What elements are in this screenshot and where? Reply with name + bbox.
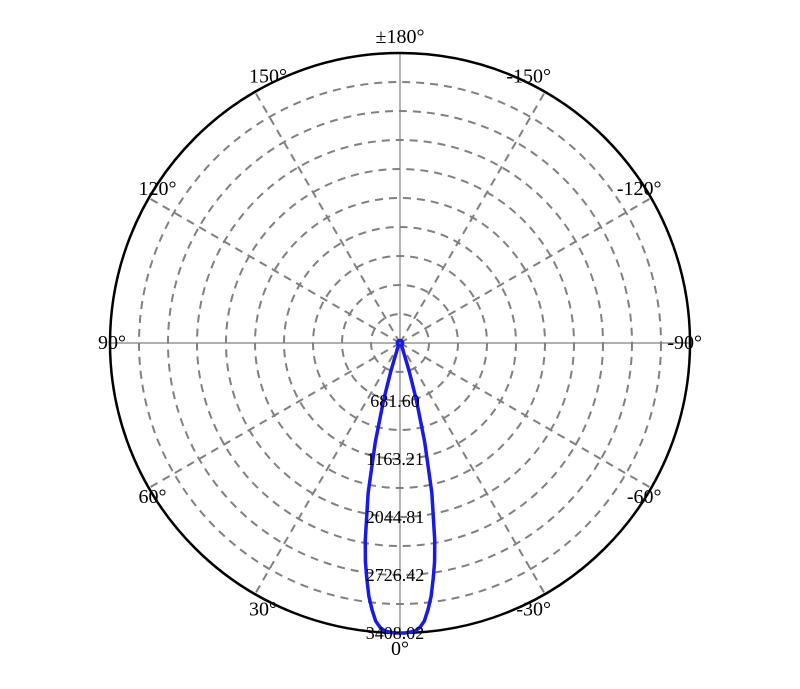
angle-tick-label: -60° [627, 486, 662, 508]
polar-chart: 681.601163.212044.812726.423408.02 0°30°… [0, 0, 800, 689]
angle-tick-label: 30° [249, 599, 277, 621]
radial-tick-label: 681.60 [370, 391, 420, 411]
angle-tick-label: -90° [667, 332, 702, 354]
radial-tick-label: 1163.21 [366, 449, 424, 469]
angle-tick-label: 120° [138, 178, 176, 200]
radial-tick-labels: 681.601163.212044.812726.423408.02 [366, 391, 425, 643]
axis-lines [110, 53, 690, 633]
angle-tick-label: 0° [391, 638, 409, 660]
angle-tick-label: -150° [506, 65, 551, 87]
radial-tick-label: 2044.81 [366, 507, 425, 527]
angle-tick-label: 90° [98, 332, 126, 354]
angle-tick-label: -120° [617, 178, 662, 200]
angle-tick-label: ±180° [376, 26, 425, 48]
angle-tick-label: 150° [249, 65, 287, 87]
angle-tick-label: 60° [138, 486, 166, 508]
radial-tick-label: 2726.42 [366, 565, 425, 585]
angle-tick-label: -30° [516, 599, 551, 621]
